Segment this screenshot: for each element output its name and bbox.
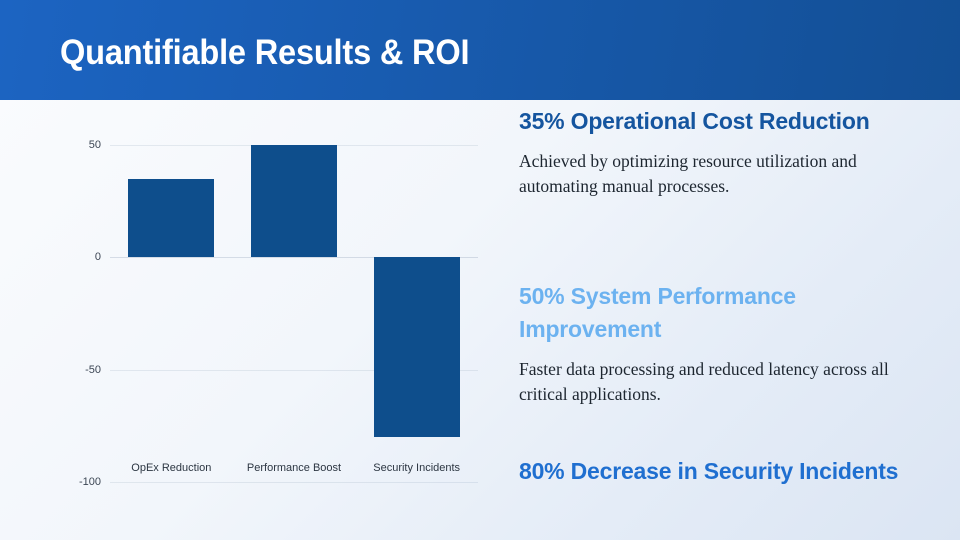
slide-header: Quantifiable Results & ROI xyxy=(0,0,960,100)
insight-body-1: Achieved by optimizing resource utilizat… xyxy=(519,151,857,197)
insight-heading-1: 35% Operational Cost Reduction xyxy=(519,108,870,134)
x-axis-tick-label: Security Incidents xyxy=(373,462,461,474)
gridline xyxy=(110,482,478,483)
insights-panel: 35% Operational Cost Reduction Achieved … xyxy=(519,105,924,535)
gridline xyxy=(110,369,478,371)
y-axis-tick-label: 50 xyxy=(88,139,101,151)
chart-plot-area: 50 0 -50 -100 xyxy=(79,139,478,488)
insight-block-3: 80% Decrease in Security Incidents xyxy=(519,455,919,499)
bar-chart: 50 0 -50 -100 OpEx Reduction Performance Boo… xyxy=(40,105,510,535)
y-axis-tick-label: 0 xyxy=(94,251,101,264)
insight-heading-2: 50% System Performance Improvement xyxy=(519,283,796,343)
x-axis-tick-label: OpEx Reduction xyxy=(131,462,212,474)
gridline xyxy=(110,257,478,259)
bar-1[interactable] xyxy=(128,178,215,258)
y-axis-tick-label: -50 xyxy=(85,363,101,376)
insight-block-2: 50% System Performance Improvement Faste… xyxy=(519,280,919,408)
insight-block-1: 35% Operational Cost Reduction Achieved … xyxy=(519,105,919,199)
page-title: Quantifiable Results & ROI xyxy=(60,33,470,72)
y-axis-tick-label: -100 xyxy=(78,476,101,488)
insight-body-2: Faster data processing and reduced laten… xyxy=(519,359,889,405)
insight-heading-3: 80% Decrease in Security Incidents xyxy=(519,458,899,484)
x-axis-tick-label: Performance Boost xyxy=(246,462,342,474)
bar-2[interactable] xyxy=(251,145,337,258)
bar-3[interactable] xyxy=(373,257,460,438)
